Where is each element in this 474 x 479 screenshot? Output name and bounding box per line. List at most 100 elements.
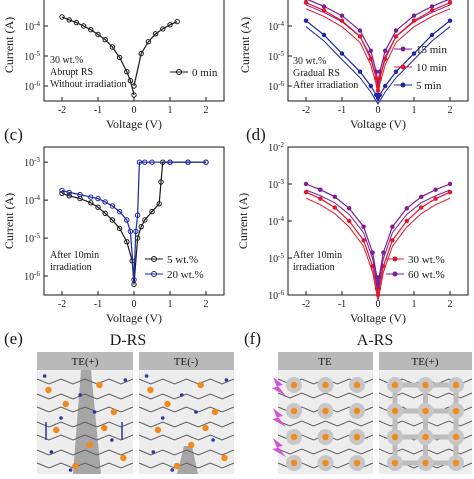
nanoparticle xyxy=(197,381,204,389)
data-point xyxy=(131,92,137,98)
x-tick-label: -1 xyxy=(338,105,346,116)
panel-b: -2 -1 0 1 2 10-6 10-5 10-4 30 wt.% Gradual RS A… xyxy=(238,0,469,131)
legend-label-0min: 0 min xyxy=(192,67,218,79)
ion-dot xyxy=(179,393,184,397)
panel-b-annotation-3: After irradiation xyxy=(293,80,358,91)
data-point xyxy=(136,159,143,165)
data-point xyxy=(368,56,373,62)
polymer-chain xyxy=(36,406,134,413)
panel-e-right-particles xyxy=(138,374,235,472)
nanoparticle xyxy=(322,381,329,389)
data-point xyxy=(102,37,108,43)
y-tick-label: 10-5 xyxy=(24,232,40,245)
ion-dot xyxy=(123,378,128,382)
nanoparticle xyxy=(164,400,171,408)
data-point xyxy=(167,22,173,28)
data-point xyxy=(142,217,148,223)
data-point xyxy=(347,218,352,224)
data-point xyxy=(318,196,323,201)
data-point xyxy=(149,159,155,165)
x-tick-label: -2 xyxy=(302,105,310,116)
ion-dot xyxy=(49,450,54,454)
data-point xyxy=(377,76,382,81)
data-point xyxy=(59,14,65,20)
panel-a-annotation-3: Without irradiation xyxy=(50,79,127,90)
data-point xyxy=(429,8,435,13)
data-point xyxy=(127,78,134,84)
ion-dot xyxy=(211,438,215,442)
x-tick-label: 2 xyxy=(204,299,209,310)
panel-c-legend: 5 wt.% 20 wt.% xyxy=(145,254,204,281)
data-point xyxy=(185,159,191,165)
panel-d-xlabel: Voltage (V) xyxy=(350,311,406,325)
panel-f: (f) A-RS TE TE(+) xyxy=(244,329,473,474)
data-point xyxy=(318,187,323,192)
data-point xyxy=(95,31,101,38)
data-point xyxy=(321,4,327,9)
data-point xyxy=(393,34,399,39)
data-point xyxy=(447,0,453,5)
x-tick-label: 2 xyxy=(448,299,453,310)
x-tick-label: 1 xyxy=(168,105,173,116)
polymer-chain xyxy=(138,406,235,413)
panel-d-label: (d) xyxy=(246,125,266,144)
data-point xyxy=(332,194,337,199)
polymer-chain xyxy=(138,462,235,469)
nanoparticle xyxy=(422,433,429,441)
panel-d-annotation-1: After 10min xyxy=(293,250,342,261)
panel-e-right-cell: TE(-) xyxy=(138,352,235,474)
polymer-chain xyxy=(36,421,134,428)
panel-c-annotation-1: After 10min xyxy=(50,250,99,261)
nanoparticle xyxy=(147,386,154,394)
data-point xyxy=(95,195,101,202)
legend-marker-30wt xyxy=(392,256,398,262)
ion-dot xyxy=(110,438,114,442)
panel-e-right-header-text: TE(-) xyxy=(174,356,199,368)
panel-b-xlabel: Voltage (V) xyxy=(350,117,406,131)
data-point xyxy=(303,190,309,195)
polymer-chain xyxy=(138,421,235,428)
y-tick-label: 10-3 xyxy=(268,178,284,191)
data-point xyxy=(109,44,116,50)
polymer-chain xyxy=(36,378,134,385)
lightning-icon xyxy=(272,438,286,457)
data-point xyxy=(124,217,130,223)
polymer-chain xyxy=(36,393,134,400)
nanoparticle xyxy=(290,433,298,441)
data-point xyxy=(124,69,130,75)
ion-dot xyxy=(68,468,73,472)
data-point xyxy=(374,76,379,81)
data-point xyxy=(361,238,366,243)
legend-marker-0min xyxy=(176,69,182,75)
polymer-chain xyxy=(138,449,235,456)
light-irradiation-icons xyxy=(272,377,286,457)
data-point xyxy=(383,48,388,53)
legend-label-5min: 5 min xyxy=(416,80,442,92)
data-point xyxy=(95,204,101,210)
panel-b-ylabel: Current (A) xyxy=(238,17,252,73)
data-point xyxy=(411,18,417,23)
panel-c: (c) -2 -1 0 1 210-610-510-410-3 After 10min … xyxy=(2,125,225,325)
x-tick-label: 2 xyxy=(204,105,209,116)
nanoparticle xyxy=(173,462,181,470)
nanoparticle xyxy=(211,408,219,416)
data-point xyxy=(138,224,144,230)
panel-f-left-header-text: TE xyxy=(318,356,332,368)
data-point xyxy=(377,92,382,98)
legend-label-20wt: 20 wt.% xyxy=(167,269,204,281)
panel-a-legend: 0 min xyxy=(170,67,218,79)
ion-dot xyxy=(144,374,149,378)
panel-a-annotation-1: 30 wt.% xyxy=(50,55,83,66)
legend-label-10min: 10 min xyxy=(416,62,447,74)
panel-a-plot: -2 -1 0 1 2 10-6 10-5 10-4 xyxy=(24,14,209,116)
panel-d-plot: -2 -1 0 1 2 10-6 10-5 10-4 10-3 10-2 xyxy=(268,141,452,310)
nanoparticle xyxy=(353,433,361,441)
x-tick-label: 0 xyxy=(376,299,381,310)
panel-b-annotation-2: Gradual RS xyxy=(293,68,340,79)
data-point xyxy=(167,159,173,165)
data-point xyxy=(411,13,417,18)
data-point xyxy=(116,225,123,232)
data-point xyxy=(368,48,373,53)
legend-label-60wt: 60 wt.% xyxy=(408,269,445,281)
data-point xyxy=(370,250,375,255)
